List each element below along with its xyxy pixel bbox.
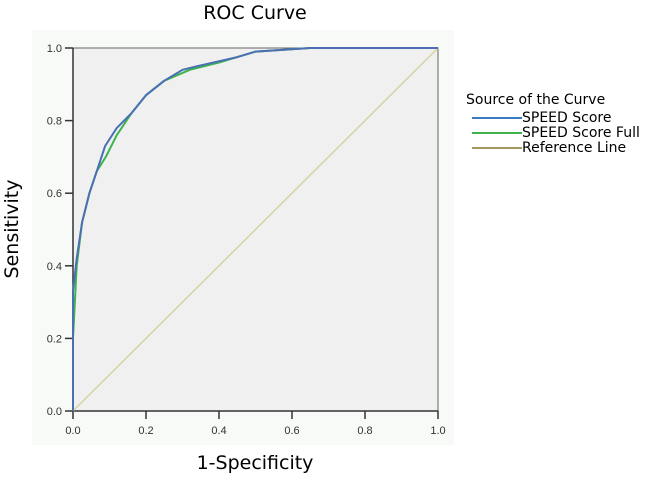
series-line-speed-score: [72, 47, 438, 411]
legend: Source of the Curve SPEED Score SPEED Sc…: [466, 90, 640, 156]
x-tick-label: 0.0: [65, 425, 80, 437]
legend-swatch: [472, 146, 522, 149]
x-tick-label: 0.2: [138, 425, 153, 437]
legend-item-reference-line: Reference Line: [466, 139, 640, 156]
legend-swatch: [472, 131, 522, 134]
legend-title: Source of the Curve: [466, 92, 606, 108]
x-axis-label: 1-Specificity: [196, 452, 314, 474]
chart-title: ROC Curve: [203, 2, 307, 24]
series-layer: [72, 47, 439, 412]
legend-label: Reference Line: [522, 139, 627, 156]
y-tick-label: 0.2: [47, 333, 62, 345]
y-tick-label: 0.0: [47, 406, 62, 418]
y-tick-label: 0.4: [47, 261, 62, 273]
y-tick-label: 0.6: [47, 188, 62, 200]
x-tick-label: 0.6: [284, 425, 299, 437]
legend-item-speed-score: SPEED Score: [466, 109, 640, 126]
legend-label: SPEED Score: [522, 109, 612, 126]
legend-item-speed-score-full: SPEED Score Full: [466, 124, 640, 141]
y-axis-label: Sensitivity: [1, 179, 23, 279]
legend-swatch: [472, 116, 522, 119]
y-tick-label: 1.0: [47, 43, 62, 55]
y-tick-label: 0.8: [47, 116, 62, 128]
x-tick-label: 1.0: [430, 425, 445, 437]
series-line-reference-line: [72, 47, 439, 412]
legend-label: SPEED Score Full: [522, 124, 640, 141]
x-tick-label: 0.8: [357, 425, 372, 437]
x-tick-label: 0.4: [211, 425, 226, 437]
